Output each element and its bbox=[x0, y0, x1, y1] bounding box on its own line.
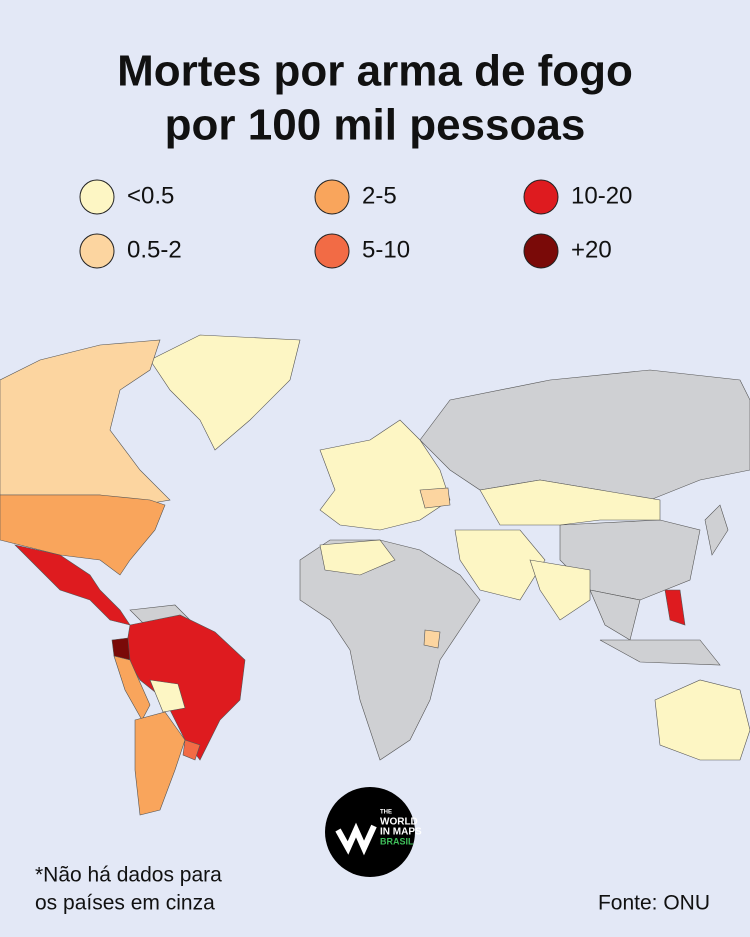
logo-text: WORLD bbox=[380, 817, 418, 828]
footnote: *Não há dados para bbox=[35, 864, 222, 887]
legend-swatch bbox=[314, 233, 350, 269]
logo-mark bbox=[335, 822, 377, 856]
legend-label: 2-5 bbox=[362, 182, 397, 209]
title-line: Mortes por arma de fogo bbox=[117, 47, 633, 96]
legend-label: 10-20 bbox=[571, 182, 632, 209]
region bbox=[654, 679, 750, 761]
footnote: os países em cinza bbox=[35, 892, 215, 915]
legend-label: +20 bbox=[571, 236, 612, 263]
region bbox=[419, 487, 451, 509]
logo-text: THE bbox=[380, 810, 392, 816]
region bbox=[134, 711, 186, 816]
region bbox=[599, 639, 721, 666]
region bbox=[124, 614, 246, 761]
legend-swatch bbox=[523, 179, 559, 215]
region bbox=[299, 539, 481, 761]
world-map bbox=[0, 334, 750, 816]
legend-swatch bbox=[79, 179, 115, 215]
logo-text: IN MAPS bbox=[380, 827, 422, 838]
region bbox=[704, 504, 729, 556]
region bbox=[149, 334, 301, 451]
region bbox=[182, 739, 201, 761]
region bbox=[529, 559, 591, 621]
legend-label: <0.5 bbox=[127, 182, 174, 209]
region bbox=[454, 529, 546, 601]
region bbox=[113, 655, 151, 721]
legend-swatch bbox=[79, 233, 115, 269]
region bbox=[149, 679, 186, 713]
region bbox=[479, 479, 661, 526]
region bbox=[664, 589, 686, 626]
legend: <0.5 0.5-2 2-5 5-10 10-20 +20 bbox=[79, 179, 632, 269]
region bbox=[0, 494, 166, 576]
source: Fonte: ONU bbox=[598, 892, 710, 915]
legend-swatch bbox=[523, 233, 559, 269]
title-line: por 100 mil pessoas bbox=[165, 101, 586, 150]
region bbox=[319, 419, 451, 531]
legend-swatch bbox=[314, 179, 350, 215]
region bbox=[319, 539, 396, 576]
legend-label: 0.5-2 bbox=[127, 236, 182, 263]
legend-label: 5-10 bbox=[362, 236, 410, 263]
region bbox=[423, 629, 441, 649]
logo-text: BRASIL bbox=[380, 836, 414, 846]
